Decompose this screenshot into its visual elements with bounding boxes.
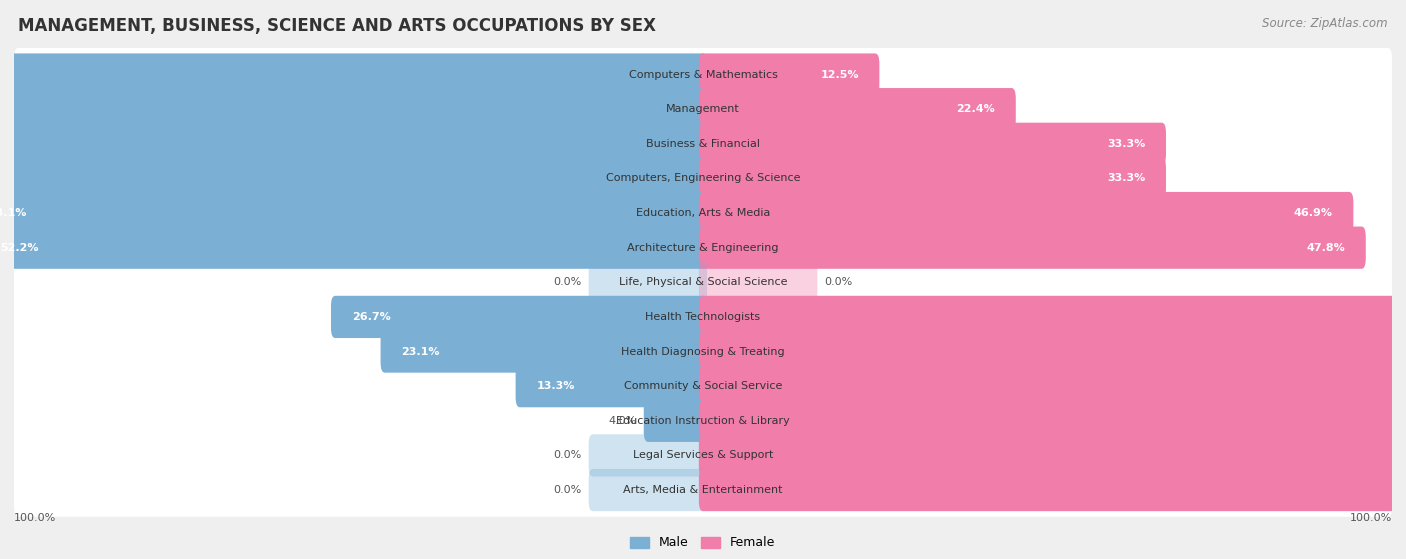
Text: Source: ZipAtlas.com: Source: ZipAtlas.com [1263, 17, 1388, 30]
Text: Legal Services & Support: Legal Services & Support [633, 451, 773, 461]
Text: 0.0%: 0.0% [554, 451, 582, 461]
Text: Life, Physical & Social Science: Life, Physical & Social Science [619, 277, 787, 287]
FancyBboxPatch shape [699, 192, 1354, 234]
FancyBboxPatch shape [14, 83, 1392, 136]
FancyBboxPatch shape [589, 434, 707, 476]
Text: Architecture & Engineering: Architecture & Engineering [627, 243, 779, 253]
Text: 46.9%: 46.9% [1294, 208, 1333, 218]
Text: 47.8%: 47.8% [1306, 243, 1346, 253]
Legend: Male, Female: Male, Female [626, 532, 780, 555]
Text: Management: Management [666, 104, 740, 114]
FancyBboxPatch shape [699, 261, 817, 304]
Text: 23.1%: 23.1% [401, 347, 440, 357]
FancyBboxPatch shape [14, 429, 1392, 482]
FancyBboxPatch shape [14, 151, 1392, 205]
FancyBboxPatch shape [14, 48, 1392, 101]
FancyBboxPatch shape [381, 330, 707, 373]
FancyBboxPatch shape [699, 157, 1166, 200]
Text: 12.5%: 12.5% [820, 69, 859, 79]
Text: 33.3%: 33.3% [1107, 139, 1146, 149]
FancyBboxPatch shape [589, 469, 707, 511]
Text: Community & Social Service: Community & Social Service [624, 381, 782, 391]
Text: 53.1%: 53.1% [0, 208, 27, 218]
Text: 13.3%: 13.3% [536, 381, 575, 391]
Text: Business & Financial: Business & Financial [645, 139, 761, 149]
FancyBboxPatch shape [589, 261, 707, 304]
Text: 0.0%: 0.0% [824, 277, 852, 287]
FancyBboxPatch shape [0, 157, 707, 200]
Text: 52.2%: 52.2% [0, 243, 39, 253]
FancyBboxPatch shape [699, 226, 1365, 269]
FancyBboxPatch shape [14, 394, 1392, 447]
FancyBboxPatch shape [330, 296, 707, 338]
FancyBboxPatch shape [14, 359, 1392, 413]
FancyBboxPatch shape [0, 88, 707, 130]
Text: 26.7%: 26.7% [352, 312, 391, 322]
FancyBboxPatch shape [699, 88, 1015, 130]
FancyBboxPatch shape [516, 365, 707, 408]
Text: Health Diagnosing & Treating: Health Diagnosing & Treating [621, 347, 785, 357]
Text: 22.4%: 22.4% [956, 104, 995, 114]
FancyBboxPatch shape [14, 255, 1392, 309]
FancyBboxPatch shape [699, 330, 1406, 373]
Text: Education Instruction & Library: Education Instruction & Library [616, 416, 790, 426]
FancyBboxPatch shape [14, 221, 1392, 274]
FancyBboxPatch shape [699, 469, 1406, 511]
Text: 100.0%: 100.0% [1350, 513, 1392, 523]
Text: MANAGEMENT, BUSINESS, SCIENCE AND ARTS OCCUPATIONS BY SEX: MANAGEMENT, BUSINESS, SCIENCE AND ARTS O… [18, 17, 657, 35]
FancyBboxPatch shape [699, 365, 1406, 408]
Text: Computers & Mathematics: Computers & Mathematics [628, 69, 778, 79]
FancyBboxPatch shape [699, 400, 1406, 442]
FancyBboxPatch shape [0, 54, 707, 96]
FancyBboxPatch shape [0, 122, 707, 165]
Text: 0.0%: 0.0% [554, 485, 582, 495]
FancyBboxPatch shape [0, 226, 707, 269]
FancyBboxPatch shape [14, 290, 1392, 344]
FancyBboxPatch shape [699, 54, 879, 96]
FancyBboxPatch shape [14, 325, 1392, 378]
Text: Computers, Engineering & Science: Computers, Engineering & Science [606, 173, 800, 183]
FancyBboxPatch shape [699, 296, 1406, 338]
Text: 4.0%: 4.0% [609, 416, 637, 426]
FancyBboxPatch shape [644, 400, 707, 442]
FancyBboxPatch shape [14, 186, 1392, 240]
FancyBboxPatch shape [699, 122, 1166, 165]
FancyBboxPatch shape [699, 434, 1406, 476]
Text: Arts, Media & Entertainment: Arts, Media & Entertainment [623, 485, 783, 495]
FancyBboxPatch shape [0, 192, 707, 234]
Text: Health Technologists: Health Technologists [645, 312, 761, 322]
FancyBboxPatch shape [14, 117, 1392, 170]
Text: Education, Arts & Media: Education, Arts & Media [636, 208, 770, 218]
Text: 0.0%: 0.0% [554, 277, 582, 287]
Text: 100.0%: 100.0% [14, 513, 56, 523]
FancyBboxPatch shape [14, 463, 1392, 517]
Text: 33.3%: 33.3% [1107, 173, 1146, 183]
